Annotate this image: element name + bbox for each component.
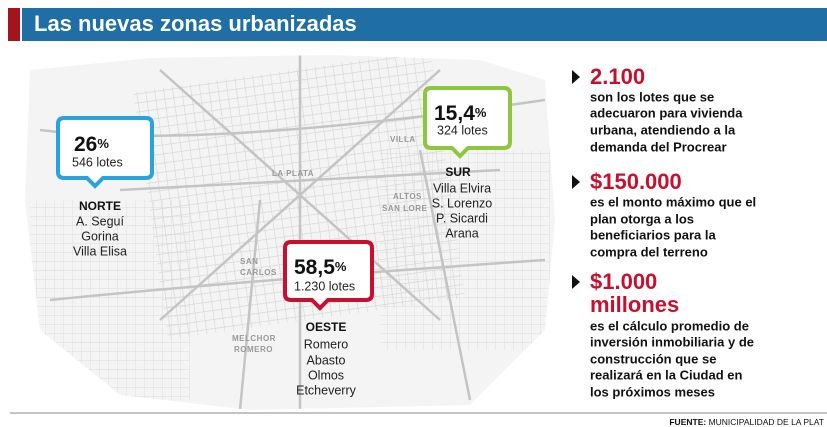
map-label: SAN LORE [382,204,428,213]
callout-lots: 1.230 lotes [294,279,355,293]
map-label: ALTOS [393,192,422,201]
source: FUENTE: MUNICIPALIDAD DE LA PLAT [669,417,824,427]
callout-lots: 546 lotes [72,155,123,169]
fact-figure: millones [590,292,679,317]
place: Arana [445,226,478,240]
map-label: VILLA [390,135,416,144]
place: Villa Elisa [73,244,127,258]
fact-text: construcción que se [590,351,716,366]
zone-name: OESTE [306,320,347,334]
fact-text: los próximos meses [590,384,715,399]
place: P. Sicardi [436,211,488,225]
fact-text: es el monto máximo que el [590,194,756,209]
header-accent [8,8,20,41]
fact-text: beneficiarios para la [590,227,716,242]
fact-text: son los lotes que se [590,89,714,104]
fact-text: es el cálculo promedio de [590,318,749,333]
callout-percent: 26% [74,133,109,156]
map-label: SAN [240,257,258,266]
place: Olmos [308,368,344,382]
fact-figure: 2.100 [590,64,645,89]
place: Romero [304,337,349,351]
callout-box [283,240,374,311]
fact-text: demanda del Procrear [590,139,727,154]
header-bar [22,8,827,41]
map-label: CARLOS [240,268,277,277]
fact-text: plan otorga a los [590,211,694,226]
place: Abasto [307,353,346,367]
place: Gorina [81,229,119,243]
bullet-arrow [572,275,580,289]
zone-name: NORTE [79,199,121,213]
fact-text: realizará en la Ciudad en [590,367,743,382]
place: Villa Elvira [433,181,491,195]
callout-lots: 324 lotes [437,123,488,137]
place: Etcheverry [296,383,356,397]
callout-box [423,86,512,159]
fact-text: adecuaron para vivienda [590,105,743,120]
title: Las nuevas zonas urbanizadas [34,11,357,36]
fact-text: inversión inmobiliaria y de [590,334,754,349]
place: A. Seguí [76,214,124,228]
fact-text: compra del terreno [590,244,708,259]
zone-name: SUR [445,165,471,179]
fact-figure: $150.000 [590,169,682,194]
fact-figure: $1.000 [590,269,657,294]
bullet-arrow [572,70,580,84]
map-label: ROMERO [234,345,273,354]
callout-box [56,116,154,189]
bullet-arrow [572,175,580,189]
fact-text: urbana, atendiendo a la [590,122,736,137]
map-label: MELCHOR [232,334,276,343]
place: S. Lorenzo [432,196,493,210]
callout-percent: 15,4% [434,102,487,125]
map-label: LA PLATA [272,169,314,178]
callout-percent: 58,5% [294,256,347,279]
